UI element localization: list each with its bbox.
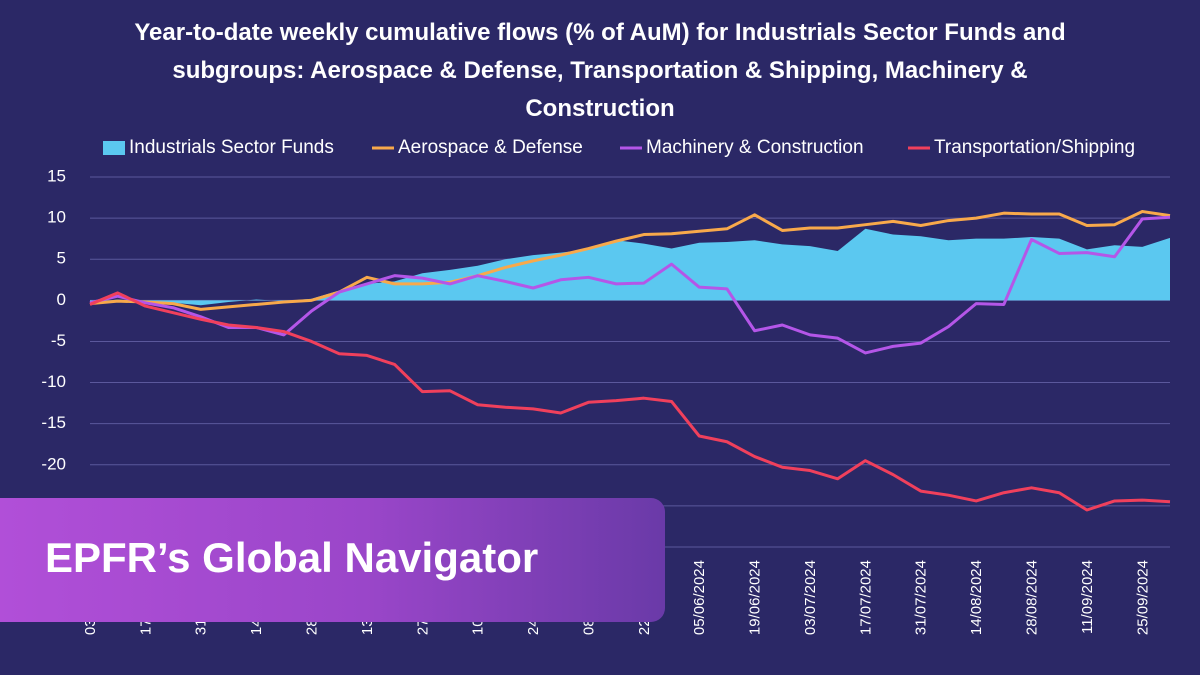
banner-text: EPFR’s Global Navigator <box>45 534 539 581</box>
banner: EPFR’s Global Navigator <box>0 498 665 622</box>
x-tick-label: 05/06/2024 <box>691 560 708 635</box>
y-tick-label: 5 <box>57 249 66 268</box>
x-tick-label: 19/06/2024 <box>747 560 764 635</box>
x-tick-label: 14/08/2024 <box>968 560 985 635</box>
legend-label: Machinery & Construction <box>646 137 864 158</box>
legend-label: Transportation/Shipping <box>934 137 1135 158</box>
legend-label: Industrials Sector Funds <box>129 137 334 158</box>
y-tick-label: 10 <box>47 208 66 227</box>
y-tick-label: 15 <box>47 166 66 185</box>
legend-label: Aerospace & Defense <box>398 137 583 158</box>
y-tick-label: -20 <box>41 454 66 473</box>
legend-swatch <box>103 141 125 155</box>
y-tick-label: -5 <box>51 331 66 350</box>
line <box>89 291 1171 512</box>
x-tick-label: 03/07/2024 <box>802 560 819 635</box>
y-tick-label: -15 <box>41 413 66 432</box>
line <box>89 210 1171 311</box>
x-tick-label: 25/09/2024 <box>1134 560 1151 635</box>
line <box>89 215 1171 355</box>
y-tick-label: -10 <box>41 372 66 391</box>
chart-title: Year-to-date weekly cumulative flows (% … <box>134 19 1066 122</box>
x-tick-label: 31/07/2024 <box>913 560 930 635</box>
x-tick-label: 17/07/2024 <box>857 560 874 635</box>
x-tick-label: 28/08/2024 <box>1024 560 1041 635</box>
x-tick-label: 11/09/2024 <box>1079 560 1096 634</box>
y-tick-label: 0 <box>57 290 66 309</box>
